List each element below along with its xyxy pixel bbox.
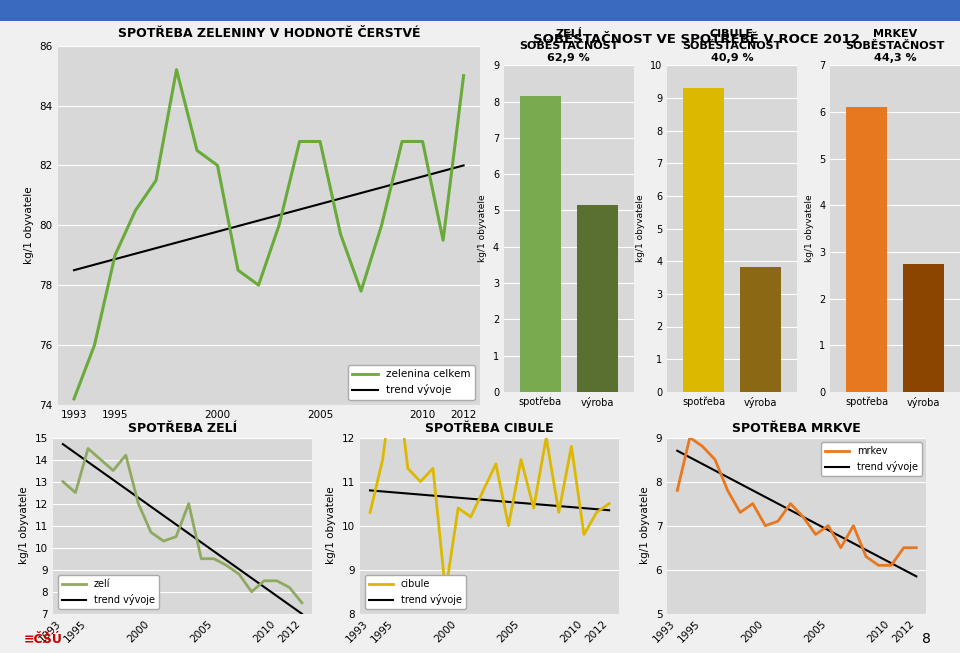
Title: SPOTŘEBA MRKVE: SPOTŘEBA MRKVE [732,422,861,435]
Y-axis label: kg/1 obyvatele: kg/1 obyvatele [636,195,644,263]
Legend: cibule, trend vývoje: cibule, trend vývoje [365,575,466,609]
Title: SPOTŘEBA ZELENINY V HODNOTĚ ČERSTVÉ: SPOTŘEBA ZELENINY V HODNOTĚ ČERSTVÉ [117,27,420,40]
Y-axis label: kg/1 obyvatele: kg/1 obyvatele [19,487,29,564]
Title: ZELÍ
SOBĚSTAČNOST
62,9 %: ZELÍ SOBĚSTAČNOST 62,9 % [519,29,618,63]
Y-axis label: kg/1 obyvatele: kg/1 obyvatele [478,195,488,263]
Bar [683,88,724,392]
Text: SOBĚSTAČNOST VE SPOTŘEBĚ V ROCE 2012: SOBĚSTAČNOST VE SPOTŘEBĚ V ROCE 2012 [533,33,859,46]
Bar [519,96,561,392]
Title: SPOTŘEBA ZELÍ: SPOTŘEBA ZELÍ [128,422,237,435]
Y-axis label: kg/1 obyvatele: kg/1 obyvatele [24,187,34,264]
Y-axis label: kg/1 obyvatele: kg/1 obyvatele [640,487,650,564]
Text: 8: 8 [923,633,931,646]
Y-axis label: kg/1 obyvatele: kg/1 obyvatele [804,195,814,263]
Y-axis label: kg/1 obyvatele: kg/1 obyvatele [326,487,336,564]
Bar [846,107,887,392]
Text: ≡ČŠÚ: ≡ČŠÚ [24,633,62,646]
Bar [577,205,618,392]
Legend: zelenina celkem, trend vývoje: zelenina celkem, trend vývoje [348,365,475,400]
Title: CIBULE
SOBĚSTAČNOST
40,9 %: CIBULE SOBĚSTAČNOST 40,9 % [683,29,781,63]
Legend: mrkev, trend vývoje: mrkev, trend vývoje [821,442,922,476]
Bar [903,264,945,392]
Legend: zelí, trend vývoje: zelí, trend vývoje [58,575,158,609]
Title: MRKEV
SOBĚSTAČNOST
44,3 %: MRKEV SOBĚSTAČNOST 44,3 % [846,29,945,63]
Bar [740,267,781,392]
Title: SPOTŘEBA CIBULE: SPOTŘEBA CIBULE [425,422,554,435]
